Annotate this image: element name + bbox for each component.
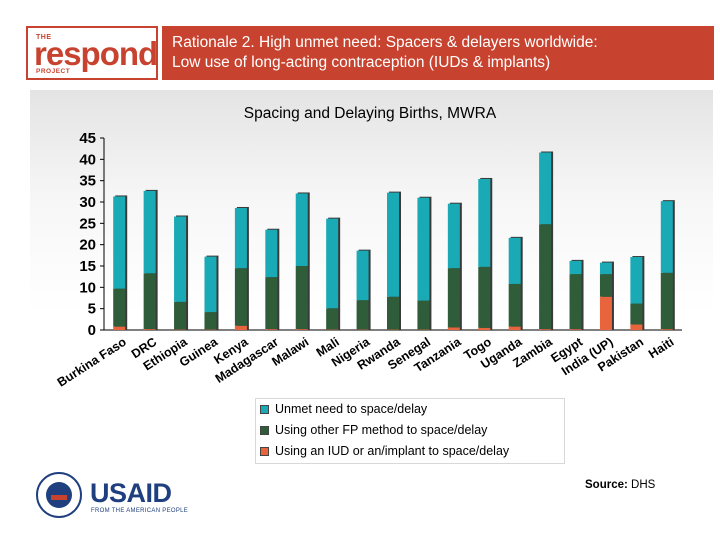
bar-segment — [569, 274, 582, 330]
y-tick-label: 5 — [88, 301, 96, 318]
y-tick-label: 35 — [79, 173, 96, 190]
bar-segment — [234, 207, 247, 269]
slide-title-line2: Low use of long-acting contraception (IU… — [172, 54, 551, 71]
bar-segment — [295, 193, 308, 266]
bar-segment — [599, 296, 612, 330]
bar-segment — [630, 303, 643, 325]
bar-segment — [174, 301, 187, 330]
bar-segment — [326, 308, 339, 330]
bar-segment — [143, 190, 156, 274]
bar-segment — [113, 196, 126, 289]
bar-segment — [417, 197, 430, 301]
y-tick-label: 10 — [79, 279, 96, 296]
bar-segment — [326, 218, 339, 309]
legend-label: Using an IUD or an/implant to space/dela… — [275, 444, 510, 458]
legend-swatch — [260, 405, 269, 414]
bar-segment — [387, 192, 399, 297]
y-tick-label: 15 — [79, 258, 96, 275]
bar-segment — [599, 274, 612, 297]
bar-segment — [143, 273, 156, 330]
bar-segment — [447, 268, 460, 328]
bar-segment — [265, 329, 278, 330]
bar-segment — [508, 326, 521, 330]
bar-segment — [387, 296, 399, 330]
bar-segment — [569, 260, 582, 275]
bar-segment — [265, 229, 278, 278]
bar-segment — [478, 266, 491, 328]
bar-segment — [447, 203, 460, 269]
usaid-seal-icon — [36, 472, 82, 518]
bar-segment — [265, 277, 278, 330]
bar-segment — [630, 257, 643, 304]
bar-segment — [539, 152, 552, 225]
bar-segment — [508, 283, 521, 327]
logo-project: PROJECT — [36, 68, 71, 75]
bar-segment — [539, 329, 552, 330]
bar-segment — [204, 312, 217, 330]
legend-swatch — [260, 447, 269, 456]
logo: THE respond PROJECT — [26, 26, 158, 80]
bar-segment — [478, 327, 491, 330]
bar-segment — [630, 324, 643, 330]
usaid-tagline: FROM THE AMERICAN PEOPLE — [91, 508, 189, 514]
logo-word: respond — [34, 35, 158, 72]
bar-segment — [234, 268, 247, 326]
bar-segment — [113, 326, 126, 330]
bar-segment — [569, 329, 582, 330]
bar-segment — [356, 250, 369, 301]
chart-legend: Unmet need to space/delay Using other FP … — [255, 398, 565, 464]
bar-segment — [356, 300, 369, 330]
x-tick-label: Burkina Faso — [55, 335, 129, 390]
bar-segment — [599, 262, 612, 275]
usaid-logo: USAID FROM THE AMERICAN PEOPLE — [36, 472, 189, 522]
y-tick-label: 20 — [79, 237, 96, 254]
y-tick-label: 30 — [79, 194, 96, 211]
slide-title-line1: Rationale 2. High unmet need: Spacers & … — [172, 34, 598, 51]
logo-the: THE — [36, 34, 52, 41]
source-note: Source: DHS — [585, 479, 655, 491]
bar-segment — [174, 216, 187, 302]
y-tick-label: 25 — [79, 215, 96, 232]
bar-segment — [660, 329, 673, 330]
legend-swatch — [260, 426, 269, 435]
bar-segment — [113, 288, 126, 327]
bar-segment — [478, 178, 491, 267]
bar-segment — [295, 329, 308, 330]
legend-label: Unmet need to space/delay — [275, 402, 428, 416]
y-tick-label: 40 — [79, 151, 96, 168]
bar-segment — [508, 237, 521, 284]
bar-segment — [234, 325, 247, 330]
y-tick-label: 0 — [88, 322, 96, 339]
legend-label: Using other FP method to space/delay — [275, 423, 488, 437]
usaid-name: USAID — [90, 478, 172, 508]
bar-segment — [447, 327, 460, 330]
source-label: Source: — [585, 479, 628, 491]
bar-segment — [539, 224, 552, 330]
bar-segment — [660, 272, 673, 330]
bar-segment — [204, 256, 217, 313]
slide-title: Rationale 2. High unmet need: Spacers & … — [162, 26, 714, 80]
bar-segment — [143, 329, 156, 330]
source-value: DHS — [631, 479, 656, 491]
x-tick-label: Haiti — [646, 335, 676, 361]
chart-title: Spacing and Delaying Births, MWRA — [243, 105, 497, 122]
bar-segment — [295, 266, 308, 330]
bar-segment — [417, 300, 430, 330]
y-tick-label: 45 — [79, 130, 96, 147]
bar-segment — [660, 201, 673, 273]
